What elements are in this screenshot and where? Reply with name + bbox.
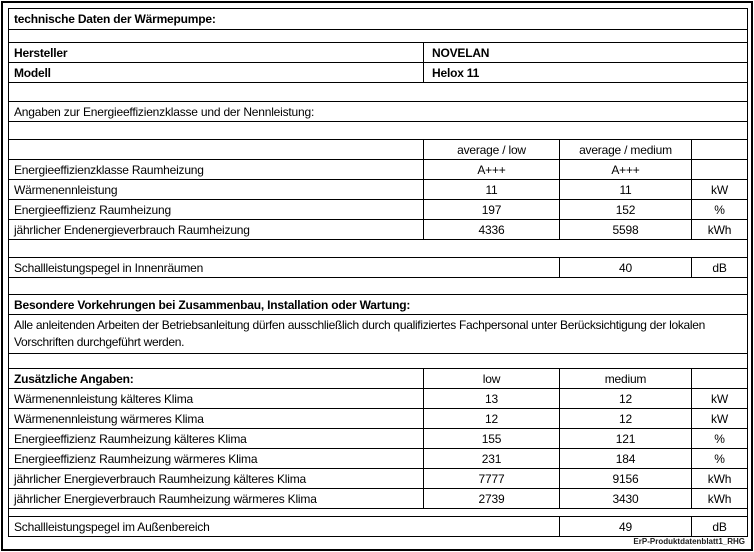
row-unit: % — [714, 451, 725, 466]
document-footer-note: ErP-Produktdatenblatt1_RHG — [633, 537, 745, 546]
section-title: Angaben zur Energieeffizienzklasse und d… — [14, 104, 315, 119]
spacer-row — [9, 354, 747, 369]
datasheet-table: technische Daten der Wärmepumpe: Herstel… — [8, 8, 748, 537]
table-row-sound-indoor: Schallleistungspegel in Innenräumen 40 d… — [9, 258, 747, 278]
page-title: technische Daten der Wärmepumpe: — [14, 12, 216, 26]
table-row: Wärmenennleistung 11 11 kW — [9, 180, 747, 200]
row-value: 2739 — [424, 489, 560, 508]
spacer-row — [9, 240, 747, 258]
table-row: jährlicher Energieverbrauch Raumheizung … — [9, 469, 747, 489]
spacer-row — [9, 122, 747, 140]
row-unit: dB — [712, 519, 727, 534]
table-row: Energieeffizienz Raumheizung wärmeres Kl… — [9, 449, 747, 469]
row-value: Helox 11 — [432, 65, 480, 80]
row-value: 121 — [560, 429, 692, 448]
row-value: NOVELAN — [432, 45, 490, 60]
table-row-hersteller: Hersteller NOVELAN — [9, 43, 747, 63]
row-label: jährlicher Energieverbrauch Raumheizung … — [9, 469, 424, 488]
row-value: 152 — [560, 200, 692, 219]
row-value: 13 — [424, 389, 560, 408]
table-row: Energieeffizienz Raumheizung 197 152 % — [9, 200, 747, 220]
precautions-text: Alle anleitenden Arbeiten der Betriebsan… — [14, 318, 706, 349]
table-row: Wärmenennleistung kälteres Klima 13 12 k… — [9, 389, 747, 409]
row-unit: % — [714, 431, 725, 446]
column-header: average / low — [424, 140, 560, 159]
row-label: Energieeffizienz Raumheizung wärmeres Kl… — [9, 449, 424, 468]
column-header: medium — [560, 369, 692, 388]
row-value: 11 — [560, 180, 692, 199]
row-value: 12 — [424, 409, 560, 428]
table-row-sound-outdoor: Schallleistungspegel im Außenbereich 49 … — [9, 517, 747, 537]
row-value: 12 — [560, 389, 692, 408]
row-value: 12 — [560, 409, 692, 428]
row-label: Energieeffizienz Raumheizung kälteres Kl… — [9, 429, 424, 448]
row-label: jährlicher Energieverbrauch Raumheizung … — [9, 489, 424, 508]
row-unit: % — [714, 202, 725, 217]
table-row: Energieeffizienzklasse Raumheizung A+++ … — [9, 160, 747, 180]
empty-cell — [692, 140, 747, 159]
row-value: 4336 — [424, 220, 560, 239]
table-row: Energieeffizienz Raumheizung kälteres Kl… — [9, 429, 747, 449]
row-unit: kWh — [707, 222, 732, 237]
row-unit: kW — [711, 182, 728, 197]
table-row-section-title: Besondere Vorkehrungen bei Zusammenbau, … — [9, 295, 747, 315]
empty-cell — [9, 140, 424, 159]
section-title: Besondere Vorkehrungen bei Zusammenbau, … — [14, 297, 411, 312]
row-value: 231 — [424, 449, 560, 468]
row-value: 5598 — [560, 220, 692, 239]
row-value: 7777 — [424, 469, 560, 488]
empty-cell — [692, 369, 747, 388]
row-label: Wärmenennleistung wärmeres Klima — [9, 409, 424, 428]
table-row: jährlicher Energieverbrauch Raumheizung … — [9, 489, 747, 509]
section-title: Zusätzliche Angaben: — [9, 369, 424, 388]
row-value: 40 — [560, 258, 692, 277]
row-value: 11 — [424, 180, 560, 199]
spacer-row — [9, 83, 747, 102]
row-unit: kW — [711, 391, 728, 406]
row-label: Modell — [9, 63, 424, 82]
spacer-row — [9, 278, 747, 295]
row-unit: kWh — [707, 471, 732, 486]
row-value: 184 — [560, 449, 692, 468]
table-row-title: technische Daten der Wärmepumpe: — [9, 9, 747, 30]
spacer-row — [9, 30, 747, 43]
row-value: A+++ — [560, 160, 692, 179]
row-value: 155 — [424, 429, 560, 448]
row-label: Schallleistungspegel im Außenbereich — [9, 517, 560, 536]
table-row: Wärmenennleistung wärmeres Klima 12 12 k… — [9, 409, 747, 429]
row-label: Energieeffizienzklasse Raumheizung — [9, 160, 424, 179]
row-value: 3430 — [560, 489, 692, 508]
row-unit: kWh — [707, 491, 732, 506]
table-row-column-headers: average / low average / medium — [9, 140, 747, 160]
table-row-additional-header: Zusätzliche Angaben: low medium — [9, 369, 747, 389]
row-unit: dB — [712, 260, 727, 275]
row-unit — [692, 160, 747, 179]
row-value: 49 — [560, 517, 692, 536]
column-header: low — [424, 369, 560, 388]
row-label: Energieeffizienz Raumheizung — [9, 200, 424, 219]
row-unit: kW — [711, 411, 728, 426]
row-label: Wärmenennleistung — [9, 180, 424, 199]
row-value: 197 — [424, 200, 560, 219]
column-header: average / medium — [560, 140, 692, 159]
row-value: A+++ — [424, 160, 560, 179]
row-label: Wärmenennleistung kälteres Klima — [9, 389, 424, 408]
table-row-modell: Modell Helox 11 — [9, 63, 747, 83]
row-label: jährlicher Endenergieverbrauch Raumheizu… — [9, 220, 424, 239]
table-row-section-title: Angaben zur Energieeffizienzklasse und d… — [9, 102, 747, 122]
row-label: Schallleistungspegel in Innenräumen — [9, 258, 560, 277]
spacer-row — [9, 509, 747, 517]
row-value: 9156 — [560, 469, 692, 488]
table-row-precautions-text: Alle anleitenden Arbeiten der Betriebsan… — [9, 315, 747, 354]
table-row: jährlicher Endenergieverbrauch Raumheizu… — [9, 220, 747, 240]
row-label: Hersteller — [9, 43, 424, 62]
